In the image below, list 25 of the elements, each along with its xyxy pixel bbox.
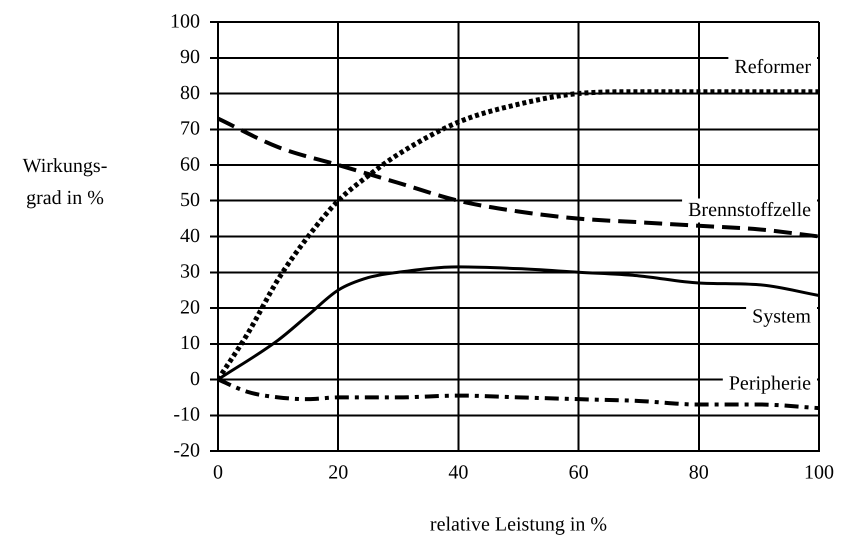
y-tick-label: -10 <box>173 404 200 426</box>
y-tick-label: 20 <box>180 296 200 318</box>
y-tick-label: 30 <box>180 260 200 282</box>
y-axis-title: Wirkungs- grad in % <box>22 154 108 211</box>
y-tick-label: 90 <box>180 46 200 68</box>
y-tick-label: 40 <box>180 224 200 247</box>
y-tick-label: 50 <box>180 189 200 211</box>
y-tick-label: 0 <box>190 368 200 390</box>
x-tick-label: 20 <box>328 461 348 484</box>
y-tick-label: 80 <box>180 82 200 104</box>
y-tick-label: 70 <box>180 118 200 140</box>
series-label: Peripherie <box>728 372 812 394</box>
x-tick-label: 0 <box>213 461 223 484</box>
x-tick-label: 80 <box>688 461 709 484</box>
x-tick-label: 100 <box>804 461 834 484</box>
x-tick-label: 40 <box>448 461 468 484</box>
series-label: System <box>752 306 812 328</box>
series-label: Brennstoffzelle <box>688 198 812 221</box>
series-label: Reformer <box>734 56 812 78</box>
x-axis-title: relative Leistung in % <box>430 513 608 536</box>
y-tick-label: 100 <box>170 10 200 32</box>
y-tick-label: -20 <box>173 439 200 462</box>
x-tick-label: 60 <box>568 461 589 484</box>
y-tick-label: 10 <box>180 332 200 354</box>
y-tick-label: 60 <box>180 153 200 176</box>
